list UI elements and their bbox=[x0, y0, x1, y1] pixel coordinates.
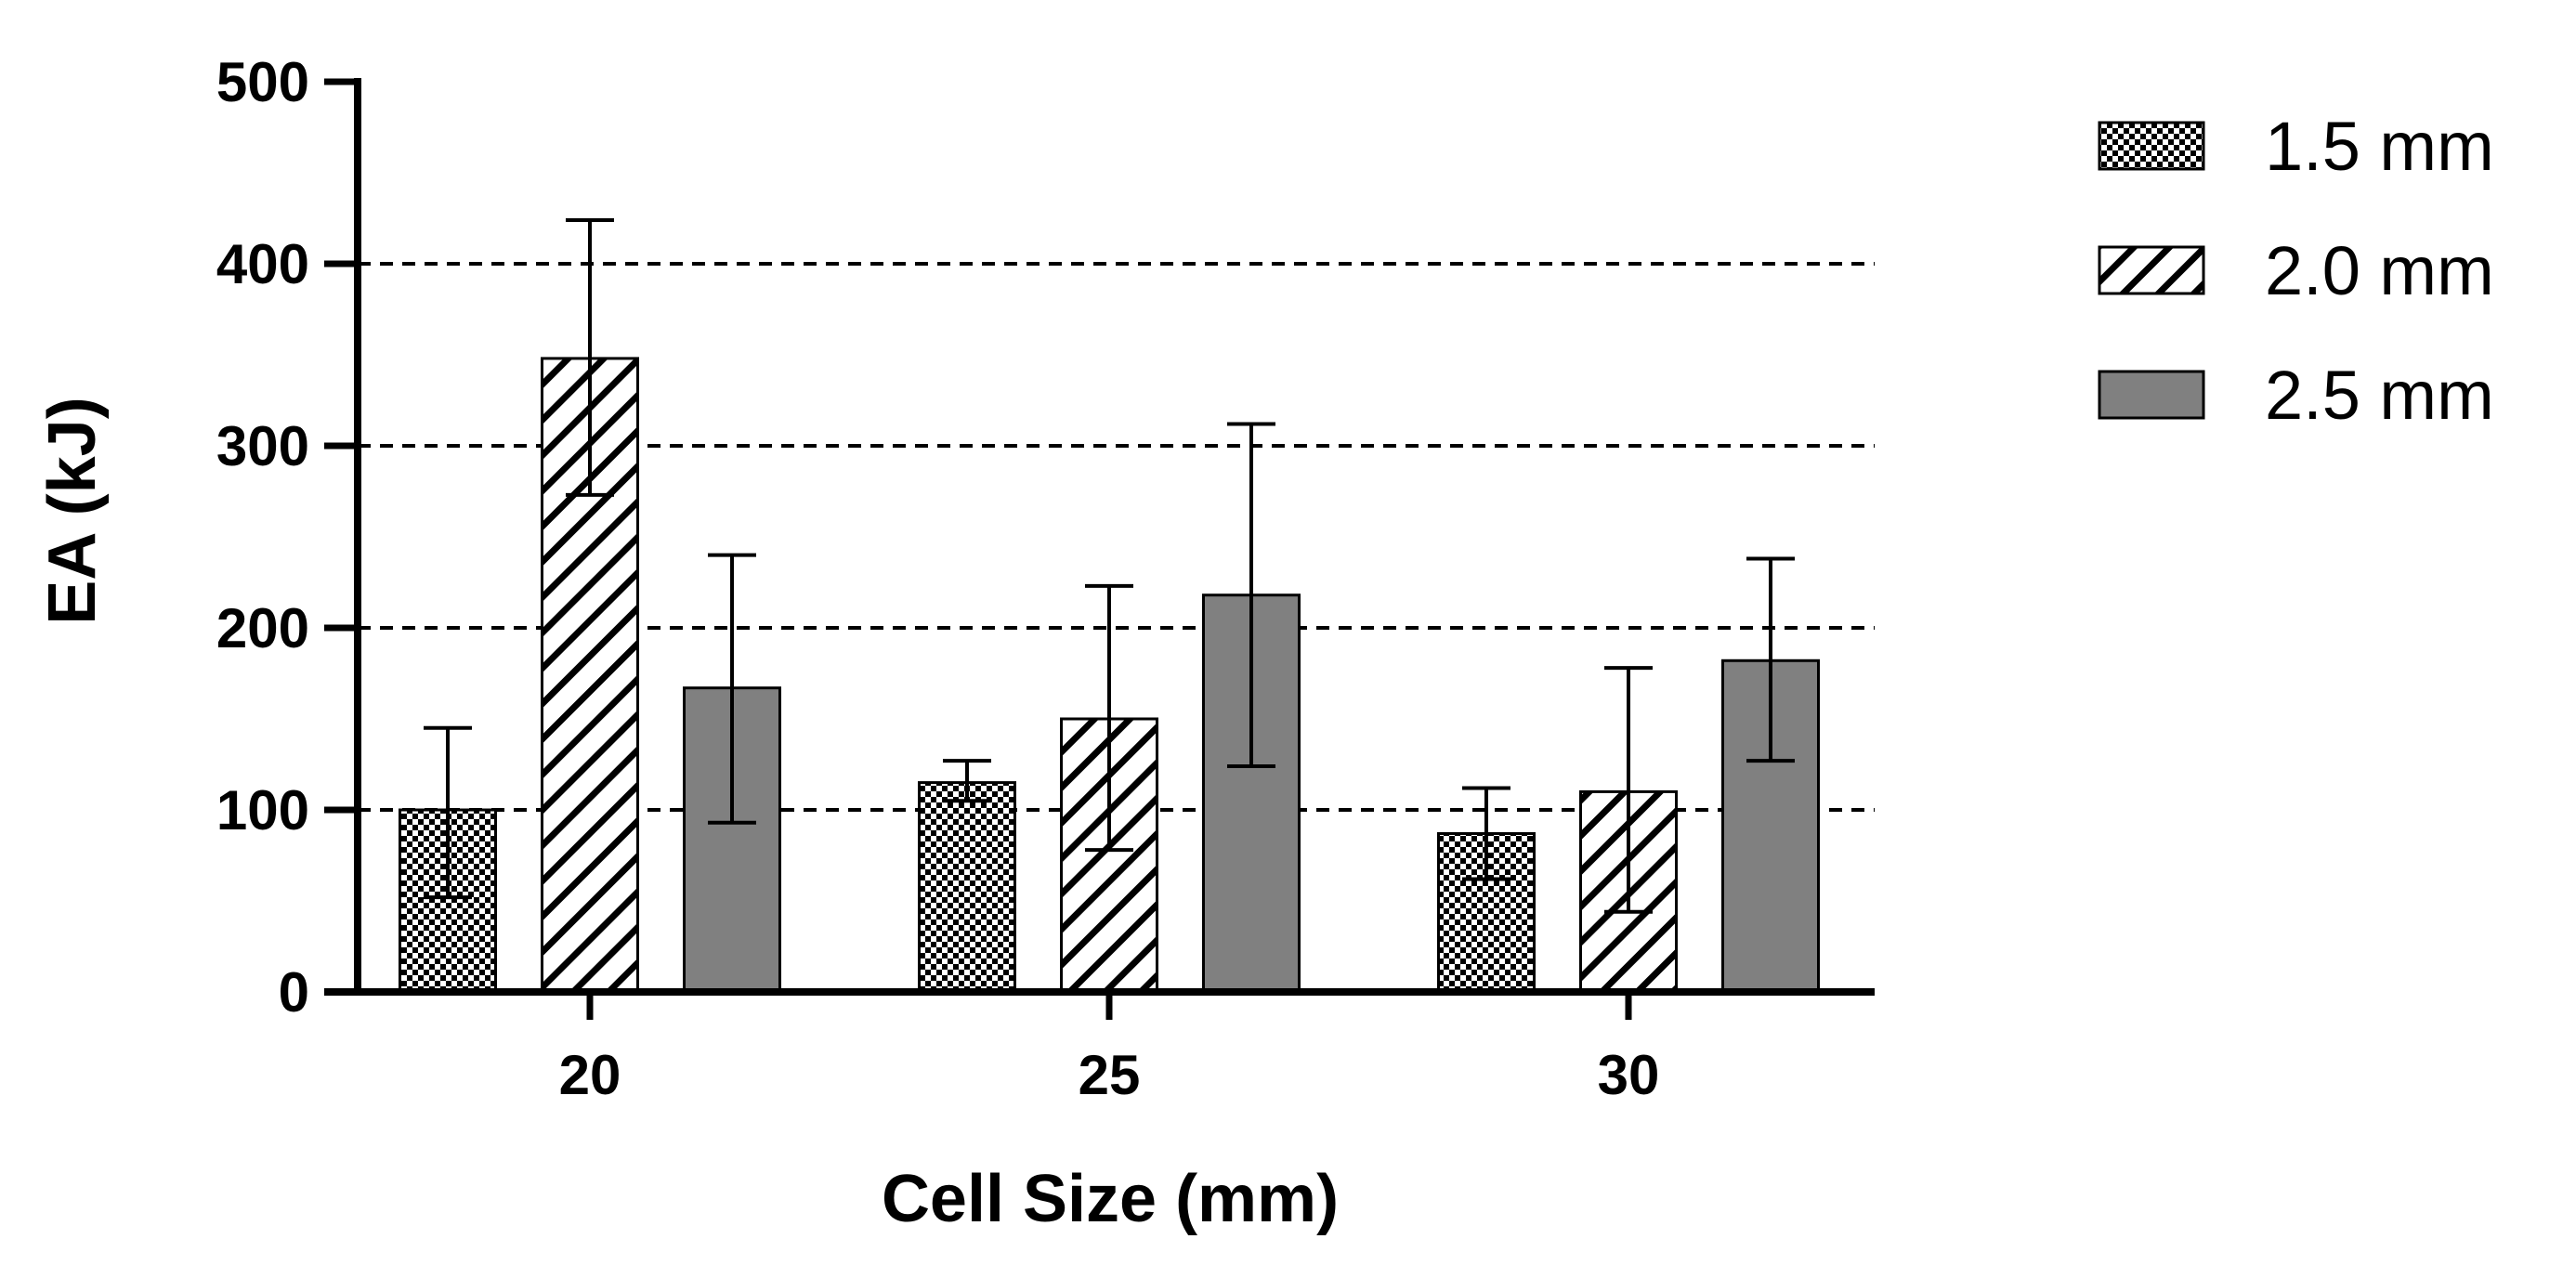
y-tick-label-400: 400 bbox=[216, 233, 309, 295]
legend-swatch-2-0-mm bbox=[2098, 245, 2205, 295]
y-tick-label-200: 200 bbox=[216, 597, 309, 659]
bar-1-5-mm-25 bbox=[918, 781, 1016, 994]
error-bars bbox=[424, 217, 1795, 914]
x-tick-label-20: 20 bbox=[559, 1044, 621, 1106]
y-axis-title: EA (kJ) bbox=[35, 397, 110, 624]
legend: 1.5 mm 2.0 mm 2.5 mm bbox=[2098, 108, 2494, 434]
legend-label-2-0-mm: 2.0 mm bbox=[2265, 232, 2494, 309]
bar-2-5-mm-30 bbox=[1721, 659, 1820, 994]
legend-swatch-1-5-mm bbox=[2098, 121, 2205, 171]
y-tick-label-0: 0 bbox=[279, 961, 309, 1024]
x-axis-title: Cell Size (mm) bbox=[882, 1162, 1339, 1236]
y-tick-label-500: 500 bbox=[216, 51, 309, 113]
legend-label-1-5-mm: 1.5 mm bbox=[2265, 108, 2494, 185]
y-tick-label-300: 300 bbox=[216, 415, 309, 477]
x-tick-label-30: 30 bbox=[1598, 1044, 1660, 1106]
legend-label-2-5-mm: 2.5 mm bbox=[2265, 357, 2494, 434]
y-tick-label-100: 100 bbox=[216, 779, 309, 841]
x-tick-label-25: 25 bbox=[1079, 1044, 1141, 1106]
legend-swatch-2-5-mm bbox=[2098, 370, 2205, 420]
